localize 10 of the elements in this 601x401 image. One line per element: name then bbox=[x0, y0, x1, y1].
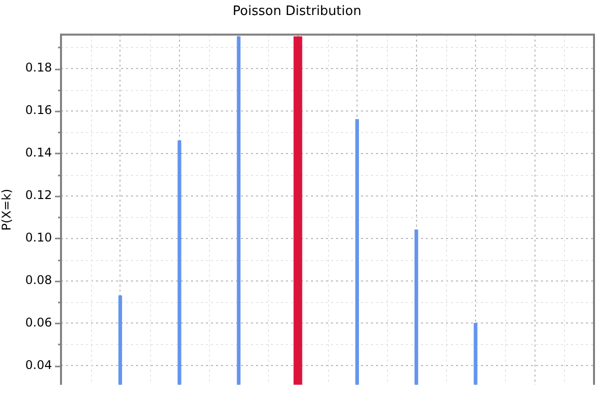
y-tick-label: 0.16 bbox=[25, 103, 52, 118]
y-tick-label: 0.08 bbox=[25, 272, 52, 287]
y-tick-label: 0.04 bbox=[25, 358, 52, 372]
y-tick-label: 0.12 bbox=[25, 188, 52, 202]
y-tick-label: 0.14 bbox=[25, 146, 52, 160]
y-tick-label: 0.10 bbox=[25, 230, 52, 244]
y-tick-label: 0.06 bbox=[25, 315, 52, 330]
chart-title: Poisson Distribution bbox=[232, 4, 362, 20]
y-tick-label: 0.18 bbox=[25, 60, 52, 75]
y-axis-title: P(X=k) bbox=[0, 188, 14, 231]
